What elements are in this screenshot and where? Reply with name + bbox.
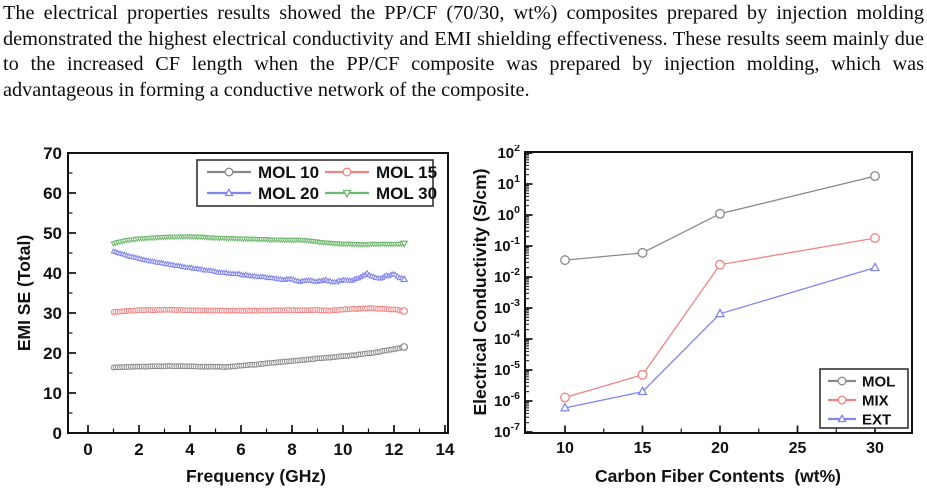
svg-text:30: 30 <box>43 304 62 323</box>
svg-text:0: 0 <box>53 424 62 443</box>
series-mol <box>560 171 880 266</box>
series-mix <box>560 233 880 403</box>
x-axis: 0 2 4 6 8 10 12 14 Frequency (GHz) <box>83 425 455 486</box>
svg-text:10: 10 <box>556 440 574 457</box>
svg-text:MOL 30: MOL 30 <box>376 184 437 203</box>
conductivity-plot: 10 15 20 25 30 Carbon Fiber Contents (wt%) 102… <box>470 142 913 486</box>
svg-text:70: 70 <box>43 145 62 163</box>
y-axis-title: EMI SE (Total) <box>14 235 34 351</box>
svg-text:MOL: MOL <box>862 374 895 391</box>
svg-text:MIX: MIX <box>862 393 889 410</box>
svg-text:14: 14 <box>436 440 455 459</box>
svg-text:10: 10 <box>334 440 353 459</box>
svg-text:2: 2 <box>134 440 143 459</box>
svg-text:60: 60 <box>43 184 62 203</box>
series-mol-15 <box>110 305 409 315</box>
svg-text:50: 50 <box>43 224 62 243</box>
svg-text:10-1: 10-1 <box>494 235 520 255</box>
x-axis-title: Carbon Fiber Contents (wt%) <box>595 466 841 486</box>
svg-text:4: 4 <box>185 440 195 459</box>
legend: MOL MIX EXT <box>819 368 909 429</box>
figure-charts: 0 2 4 6 8 10 12 14 Frequency (GHz) 0 10 20 30 40 50 60 7… <box>0 142 927 489</box>
series-mol-10 <box>110 343 409 371</box>
series-mol-30 <box>110 234 409 248</box>
svg-text:100: 100 <box>497 204 520 224</box>
svg-text:8: 8 <box>287 440 296 459</box>
x-axis-title: Frequency (GHz) <box>186 466 326 486</box>
svg-text:MOL 15: MOL 15 <box>376 163 437 182</box>
svg-text:10-7: 10-7 <box>494 421 520 441</box>
svg-text:0: 0 <box>83 440 92 459</box>
x-axis: 10 15 20 25 30 Carbon Fiber Contents (wt%) <box>556 425 884 486</box>
emi-se-plot: 0 2 4 6 8 10 12 14 Frequency (GHz) 0 10 20 30 40 50 60 7… <box>14 144 455 486</box>
svg-text:15: 15 <box>634 440 652 457</box>
svg-text:40: 40 <box>43 264 62 283</box>
svg-text:10-2: 10-2 <box>494 266 520 286</box>
emi-se-chart: 0 2 4 6 8 10 12 14 Frequency (GHz) 0 10 20 30 40 50 60 7… <box>0 144 460 489</box>
y-axis: 102 101 100 10-1 10-2 10-3 10-4 10-5 10-6 10-7Ele… <box>470 142 533 441</box>
svg-text:10-3: 10-3 <box>494 297 520 317</box>
series-ext <box>559 262 881 412</box>
svg-text:20: 20 <box>711 440 729 457</box>
svg-text:102: 102 <box>497 145 520 162</box>
svg-text:12: 12 <box>385 440 404 459</box>
svg-text:MOL 20: MOL 20 <box>258 184 319 203</box>
svg-text:6: 6 <box>236 440 245 459</box>
svg-text:MOL 10: MOL 10 <box>258 163 319 182</box>
svg-text:20: 20 <box>43 344 62 363</box>
svg-text:30: 30 <box>866 440 884 457</box>
svg-text:10-5: 10-5 <box>494 359 520 379</box>
svg-text:10-4: 10-4 <box>494 328 520 348</box>
legend: MOL 10 MOL 15 MOL 20 MOL 30 <box>196 159 437 207</box>
series-mol-20 <box>110 248 409 285</box>
conductivity-chart: 10 15 20 25 30 Carbon Fiber Contents (wt%) 102… <box>460 142 927 489</box>
plot-frame <box>524 151 913 434</box>
svg-text:EXT: EXT <box>862 412 891 429</box>
y-axis: 0 10 20 30 40 50 60 70 EMI SE (Total) <box>14 144 76 443</box>
body-paragraph: The electrical properties results showed… <box>3 2 924 101</box>
svg-text:25: 25 <box>789 440 807 457</box>
svg-text:101: 101 <box>497 173 520 193</box>
y-axis-title: Electrical Conductivity (S/cm) <box>470 168 490 415</box>
svg-text:10-6: 10-6 <box>494 390 520 410</box>
svg-text:10: 10 <box>43 384 62 403</box>
